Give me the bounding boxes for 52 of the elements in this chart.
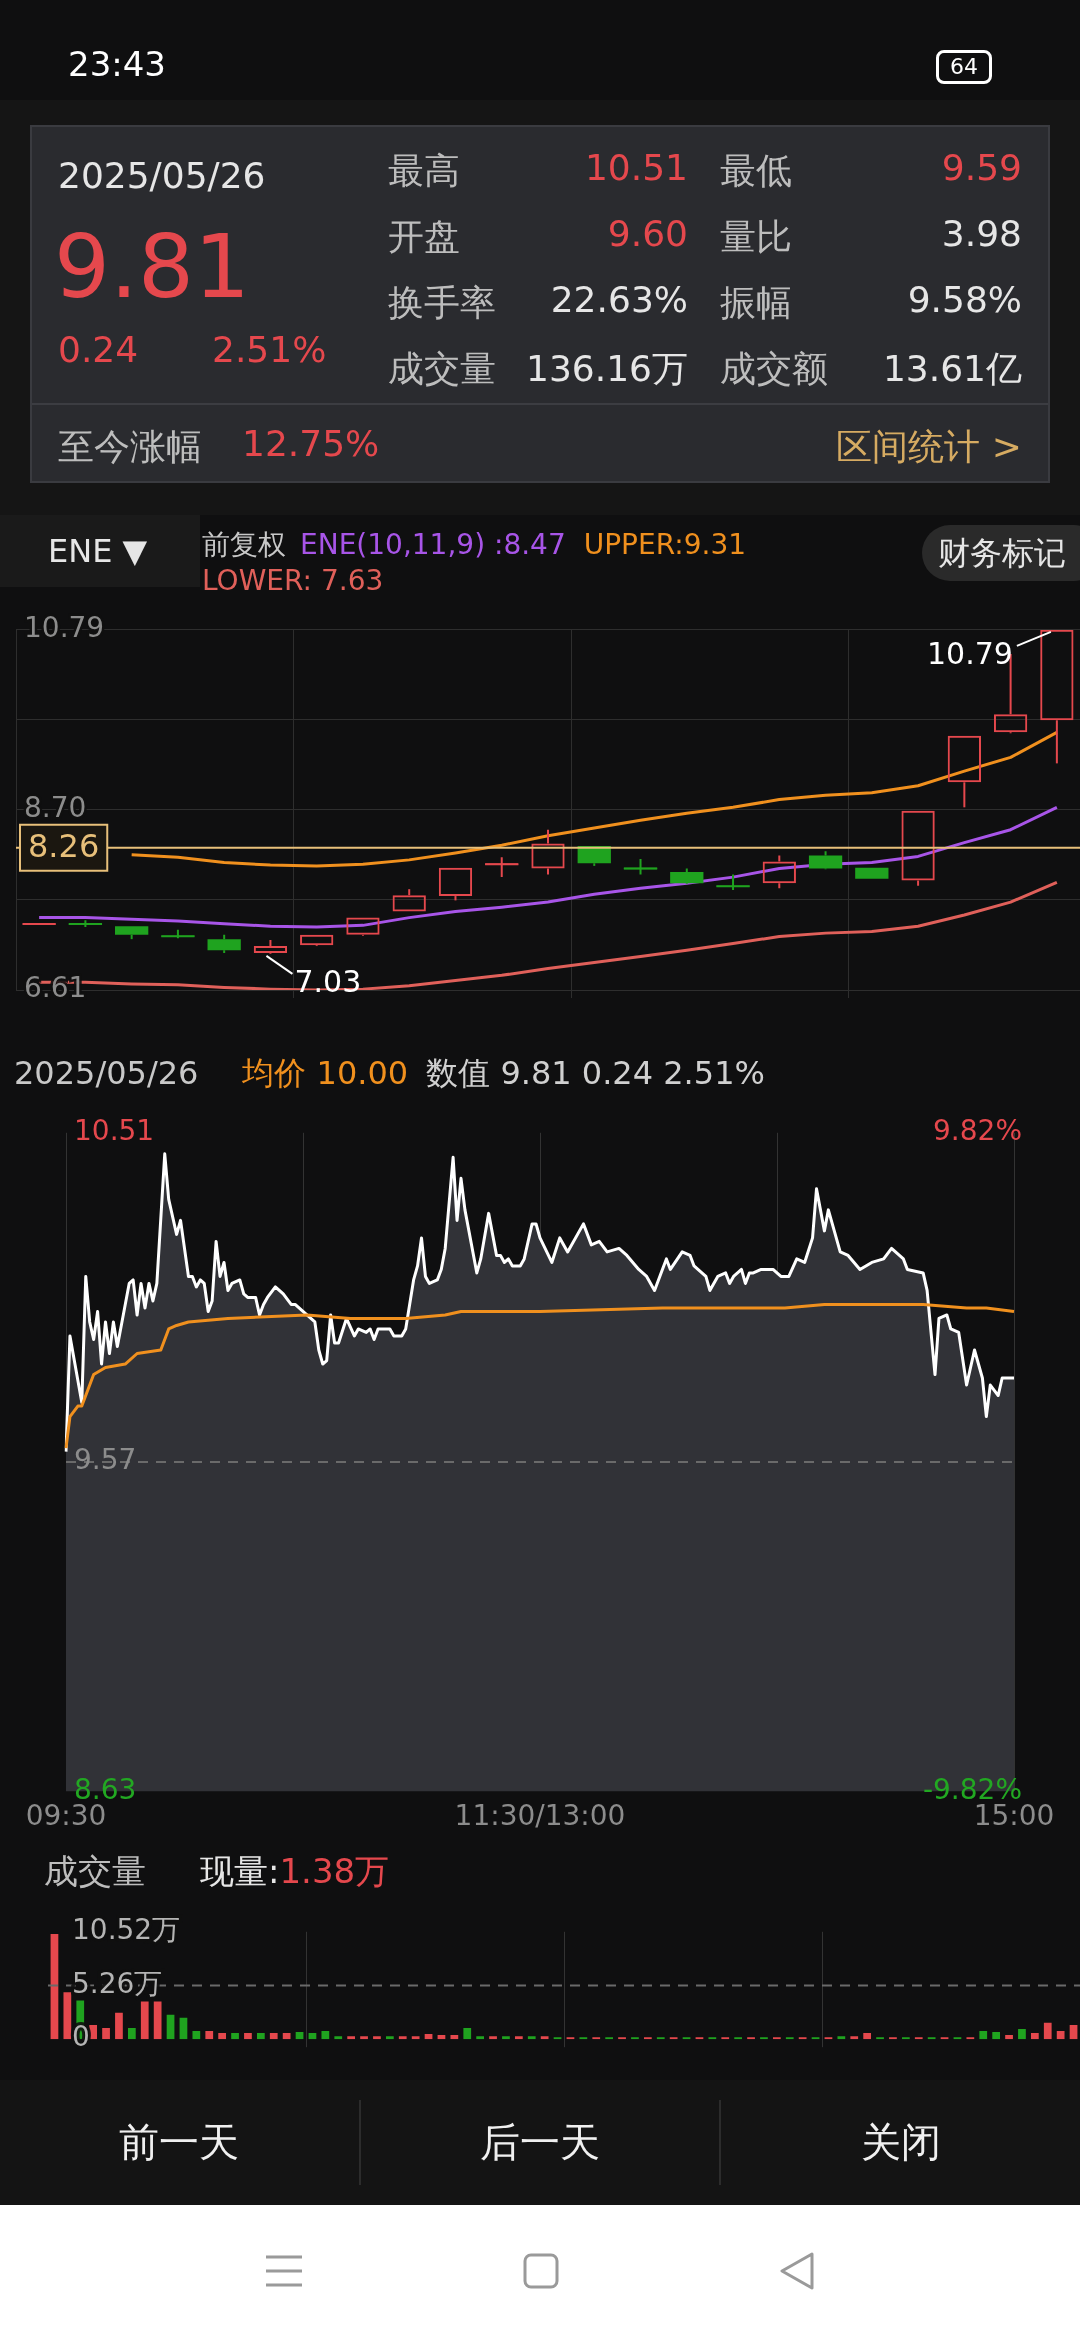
text: 振幅 — [720, 281, 792, 325]
text: 至今涨幅 — [58, 425, 202, 469]
annotation: 10.79 — [926, 635, 1013, 671]
text: 前复权 — [202, 527, 286, 563]
text: 均价 10.00 — [242, 1054, 409, 1092]
text: 数值 9.81 0.24 2.51% — [426, 1054, 765, 1092]
text: 9.59 — [941, 147, 1022, 188]
text: 136.16万 — [526, 347, 688, 391]
text: 后一天 — [358, 2100, 720, 2185]
text: 区间统计 > — [836, 425, 1022, 469]
text: 最低 — [720, 149, 792, 193]
text: 换手率 — [388, 281, 496, 325]
text: 量比 — [720, 215, 792, 259]
x-tick-label: 09:30 — [25, 1799, 107, 1833]
text: 成交额 — [720, 347, 828, 391]
text: 财务标记 — [922, 525, 1080, 581]
y-tick-label: 10.51 — [74, 1114, 155, 1148]
x-tick-label: 15:00 — [973, 1799, 1055, 1833]
text: 9.60 — [607, 213, 688, 254]
text: 关闭 — [719, 2100, 1080, 2185]
chart-title: 2025/05/26 — [14, 1054, 199, 1092]
text: 9.58% — [907, 279, 1022, 320]
y-tick-label: 0 — [72, 2020, 90, 2054]
text: 9.81 — [54, 215, 250, 318]
y-tick-label: 10.79 — [24, 611, 105, 645]
text: 2.51% — [212, 329, 327, 370]
y-tick-label: 10.52万 — [72, 1913, 181, 1947]
text: 开盘 — [388, 215, 460, 259]
text: 13.61亿 — [882, 347, 1022, 391]
text: 23:43 — [68, 44, 166, 84]
text: LOWER: 7.63 — [202, 563, 384, 599]
text: 10.51 — [584, 147, 688, 188]
text: 最高 — [388, 149, 460, 193]
battery-icon: 64 — [936, 50, 992, 84]
x-tick-label: 11:30/13:00 — [454, 1799, 626, 1833]
text: 12.75% — [242, 423, 380, 464]
text: UPPER:9.31 — [583, 527, 747, 563]
ref-line-label: 8.26 — [28, 827, 100, 866]
y-tick-label: 9.57 — [74, 1443, 137, 1477]
y2-tick-label: 9.82% — [933, 1114, 1022, 1148]
text: 22.63% — [550, 279, 688, 320]
text: 0.24 — [58, 329, 139, 370]
text: 3.98 — [941, 213, 1022, 254]
y-tick-label: 8.70 — [24, 791, 87, 825]
text: 2025/05/26 — [58, 155, 266, 196]
text: ENE ▼ — [0, 515, 200, 587]
text: 前一天 — [118, 2118, 241, 2167]
text: ENE(10,11,9) :8.47 — [300, 527, 566, 563]
chart-title: 成交量 — [44, 1850, 146, 1893]
chart-subtitle: 现量:1.38万 — [200, 1850, 390, 1893]
text: 成交量 — [388, 347, 496, 391]
y-tick-label: 5.26万 — [72, 1966, 163, 2000]
